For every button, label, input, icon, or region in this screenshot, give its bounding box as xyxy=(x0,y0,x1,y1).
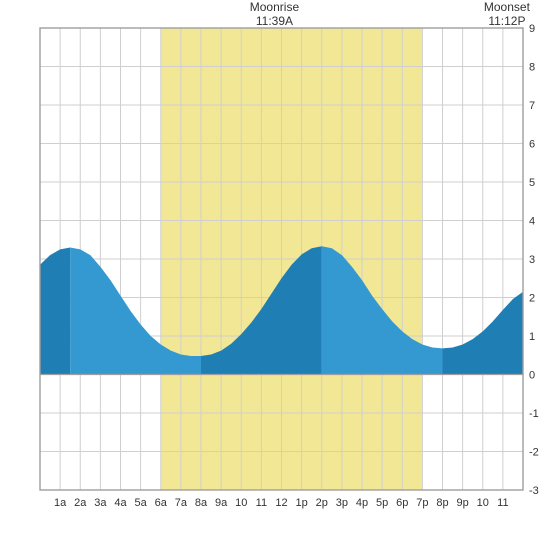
y-tick-label: 6 xyxy=(529,139,535,151)
tide-chart-container: 1a2a3a4a5a6a7a8a9a1011121p2p3p4p5p6p7p8p… xyxy=(0,0,550,550)
x-tick-label: 12 xyxy=(275,497,287,509)
x-tick-label: 2a xyxy=(74,497,87,509)
x-tick-label: 2p xyxy=(316,497,328,509)
moonrise-title: Moonrise xyxy=(234,0,314,14)
y-tick-label: 1 xyxy=(529,331,535,343)
moonrise-label: Moonrise 11:39A xyxy=(234,0,314,29)
x-tick-label: 11 xyxy=(256,497,267,509)
x-tick-label: 4a xyxy=(114,497,127,509)
x-tick-label: 1p xyxy=(296,497,308,509)
x-tick-label: 3a xyxy=(94,497,107,509)
y-tick-label: 4 xyxy=(529,216,535,228)
y-tick-label: 0 xyxy=(529,370,535,382)
moonset-time: 11:12P xyxy=(467,14,547,28)
y-tick-label: 3 xyxy=(529,254,535,266)
y-tick-label: -2 xyxy=(529,447,539,459)
x-tick-label: 9p xyxy=(457,497,469,509)
x-tick-label: 6a xyxy=(155,497,168,509)
moonset-label: Moonset 11:12P xyxy=(467,0,547,29)
y-tick-label: 5 xyxy=(529,177,535,189)
x-tick-label: 8p xyxy=(436,497,448,509)
x-tick-label: 11 xyxy=(497,497,508,509)
x-tick-label: 1a xyxy=(54,497,67,509)
moonrise-time: 11:39A xyxy=(234,14,314,28)
y-tick-label: -3 xyxy=(529,485,539,497)
x-tick-label: 8a xyxy=(195,497,208,509)
x-tick-label: 6p xyxy=(396,497,408,509)
y-tick-label: 8 xyxy=(529,62,535,74)
y-tick-label: -1 xyxy=(529,408,539,420)
x-tick-label: 10 xyxy=(477,497,489,509)
x-tick-label: 7p xyxy=(416,497,428,509)
tide-chart-svg: 1a2a3a4a5a6a7a8a9a1011121p2p3p4p5p6p7p8p… xyxy=(0,0,550,550)
x-tick-label: 10 xyxy=(235,497,247,509)
x-tick-label: 5a xyxy=(135,497,148,509)
y-tick-label: 7 xyxy=(529,100,535,112)
x-tick-label: 3p xyxy=(336,497,348,509)
x-tick-label: 5p xyxy=(376,497,388,509)
moonset-title: Moonset xyxy=(467,0,547,14)
x-tick-label: 9a xyxy=(215,497,228,509)
x-tick-label: 7a xyxy=(175,497,188,509)
x-tick-label: 4p xyxy=(356,497,368,509)
y-tick-label: 2 xyxy=(529,293,535,305)
